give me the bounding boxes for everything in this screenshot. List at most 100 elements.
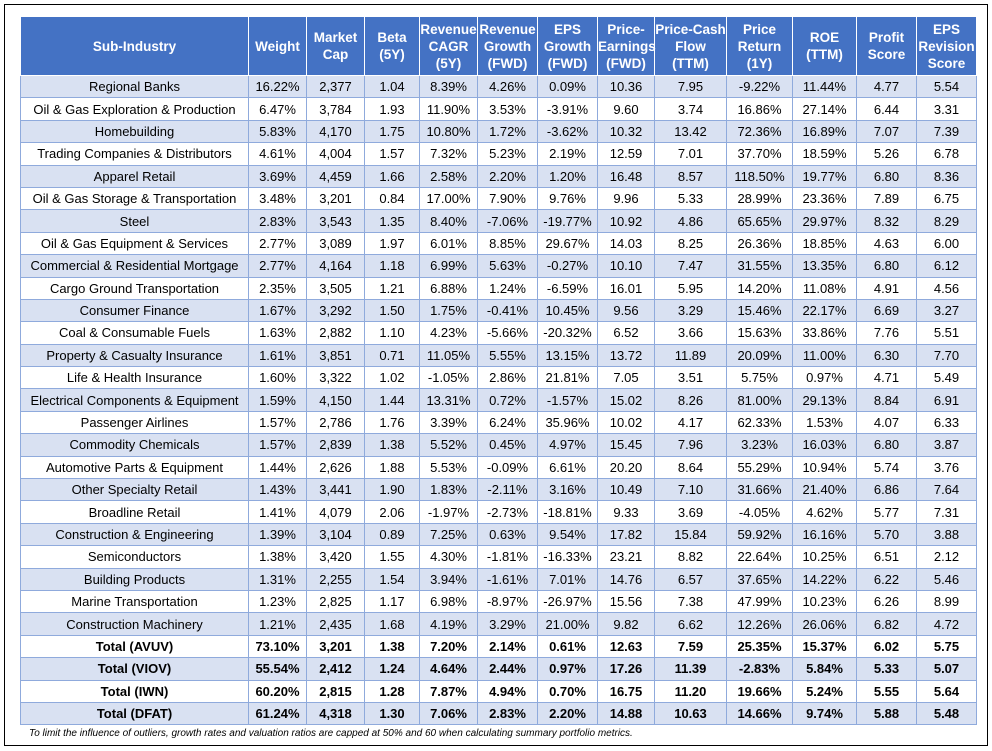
value-cell: 7.01 bbox=[654, 142, 727, 166]
value-cell: 2,786 bbox=[306, 410, 365, 435]
value-cell: 1.31% bbox=[248, 567, 307, 591]
value-cell: 5.33 bbox=[856, 657, 917, 681]
value-cell: 12.63 bbox=[597, 634, 655, 659]
value-cell: 5.77 bbox=[856, 500, 917, 524]
value-cell: 5.26 bbox=[856, 142, 917, 166]
sub-industry-cell: Marine Transportation bbox=[20, 589, 249, 614]
value-cell: 1.41% bbox=[248, 500, 307, 524]
value-cell: 6.47% bbox=[248, 97, 307, 121]
value-cell: 1.55 bbox=[364, 545, 420, 569]
value-cell: 3,201 bbox=[306, 634, 365, 659]
value-cell: 1.39% bbox=[248, 522, 307, 547]
value-cell: 0.63% bbox=[477, 522, 538, 547]
value-cell: 7.38 bbox=[654, 589, 727, 614]
value-cell: 19.66% bbox=[726, 679, 793, 703]
value-cell: 1.21% bbox=[248, 612, 307, 636]
sub-industry-cell: Passenger Airlines bbox=[20, 410, 249, 435]
table-row: Steel 2.83% 3,543 1.35 8.40% -7.06% -19.77% 10.… bbox=[20, 209, 977, 233]
value-cell: 3.66 bbox=[654, 321, 727, 345]
value-cell: 13.31% bbox=[419, 388, 478, 412]
value-cell: 1.93 bbox=[364, 97, 420, 121]
value-cell: 25.35% bbox=[726, 634, 793, 659]
value-cell: 1.57% bbox=[248, 433, 307, 457]
value-cell: 7.31 bbox=[916, 500, 977, 524]
value-cell: 15.84 bbox=[654, 522, 727, 547]
value-cell: 1.38 bbox=[364, 634, 420, 659]
value-cell: 2,412 bbox=[306, 657, 365, 681]
table-row: Commodity Chemicals 1.57% 2,839 1.38 5.52% 0.… bbox=[20, 433, 977, 457]
value-cell: 1.43% bbox=[248, 478, 307, 502]
value-cell: 7.06% bbox=[419, 701, 478, 726]
value-cell: 1.61% bbox=[248, 343, 307, 368]
value-cell: 3,322 bbox=[306, 366, 365, 390]
value-cell: 4.94% bbox=[477, 679, 538, 703]
sub-industry-cell: Consumer Finance bbox=[20, 298, 249, 323]
sub-industry-cell: Automotive Parts & Equipment bbox=[20, 455, 249, 480]
value-cell: 3,201 bbox=[306, 186, 365, 211]
table-row: Building Products 1.31% 2,255 1.54 3.94% -1.6… bbox=[20, 567, 977, 591]
value-cell: 13.35% bbox=[792, 254, 857, 278]
value-cell: 33.86% bbox=[792, 321, 857, 345]
total-row: Total (DFAT) 61.24% 4,318 1.30 7.06% 2.83% 2.2… bbox=[20, 701, 977, 726]
value-cell: 7.20% bbox=[419, 634, 478, 659]
value-cell: 62.33% bbox=[726, 410, 793, 435]
value-cell: 3.76 bbox=[916, 455, 977, 480]
value-cell: 1.38% bbox=[248, 545, 307, 569]
value-cell: 4.62% bbox=[792, 500, 857, 524]
value-cell: 0.45% bbox=[477, 433, 538, 457]
value-cell: 1.72% bbox=[477, 119, 538, 144]
value-cell: 0.61% bbox=[537, 634, 598, 659]
value-cell: 13.72 bbox=[597, 343, 655, 368]
column-header: Revenue CAGR (5Y) bbox=[419, 16, 478, 76]
value-cell: 16.75 bbox=[597, 679, 655, 703]
value-cell: 2.06 bbox=[364, 500, 420, 524]
column-header: Beta (5Y) bbox=[364, 16, 420, 76]
value-cell: 2.77% bbox=[248, 231, 307, 256]
value-cell: 1.63% bbox=[248, 321, 307, 345]
table-row: Apparel Retail 3.69% 4,459 1.66 2.58% 2.20% 1.… bbox=[20, 164, 977, 188]
sub-industry-cell: Construction & Engineering bbox=[20, 522, 249, 547]
table-row: Property & Casualty Insurance 1.61% 3,851 0… bbox=[20, 343, 977, 368]
value-cell: 1.24% bbox=[477, 276, 538, 300]
value-cell: 9.74% bbox=[792, 701, 857, 726]
value-cell: 7.07 bbox=[856, 119, 917, 144]
value-cell: 10.36 bbox=[597, 74, 655, 99]
value-cell: 1.75 bbox=[364, 119, 420, 144]
value-cell: 5.63% bbox=[477, 254, 538, 278]
value-cell: 3.88 bbox=[916, 522, 977, 547]
value-cell: 7.10 bbox=[654, 478, 727, 502]
value-cell: 8.85% bbox=[477, 231, 538, 256]
total-row: Total (VIOV) 55.54% 2,412 1.24 4.64% 2.44% 0.9… bbox=[20, 657, 977, 681]
table-row: Marine Transportation 1.23% 2,825 1.17 6.98%… bbox=[20, 589, 977, 614]
column-header: ROE (TTM) bbox=[792, 16, 857, 76]
value-cell: 6.57 bbox=[654, 567, 727, 591]
value-cell: 15.56 bbox=[597, 589, 655, 614]
value-cell: 4.56 bbox=[916, 276, 977, 300]
column-header: Sub-Industry bbox=[20, 16, 249, 76]
header-row: Sub-Industry Weight Market Cap Beta (5Y) Rev… bbox=[20, 16, 977, 76]
value-cell: 3.87 bbox=[916, 433, 977, 457]
value-cell: -0.41% bbox=[477, 298, 538, 323]
value-cell: 21.00% bbox=[537, 612, 598, 636]
value-cell: -1.61% bbox=[477, 567, 538, 591]
value-cell: 6.33 bbox=[916, 410, 977, 435]
sub-industry-cell: Total (IWN) bbox=[20, 679, 249, 703]
value-cell: 7.25% bbox=[419, 522, 478, 547]
table-frame: Sub-Industry Weight Market Cap Beta (5Y) Rev… bbox=[4, 4, 988, 746]
value-cell: 6.62 bbox=[654, 612, 727, 636]
value-cell: 14.88 bbox=[597, 701, 655, 726]
value-cell: 72.36% bbox=[726, 119, 793, 144]
value-cell: 31.66% bbox=[726, 478, 793, 502]
value-cell: 1.54 bbox=[364, 567, 420, 591]
value-cell: 3.51 bbox=[654, 366, 727, 390]
value-cell: 14.66% bbox=[726, 701, 793, 726]
value-cell: 20.09% bbox=[726, 343, 793, 368]
value-cell: 3.69% bbox=[248, 164, 307, 188]
value-cell: 6.01% bbox=[419, 231, 478, 256]
value-cell: 6.80 bbox=[856, 254, 917, 278]
value-cell: -0.09% bbox=[477, 455, 538, 480]
value-cell: 5.23% bbox=[477, 142, 538, 166]
value-cell: 15.46% bbox=[726, 298, 793, 323]
value-cell: -16.33% bbox=[537, 545, 598, 569]
sub-industry-cell: Cargo Ground Transportation bbox=[20, 276, 249, 300]
